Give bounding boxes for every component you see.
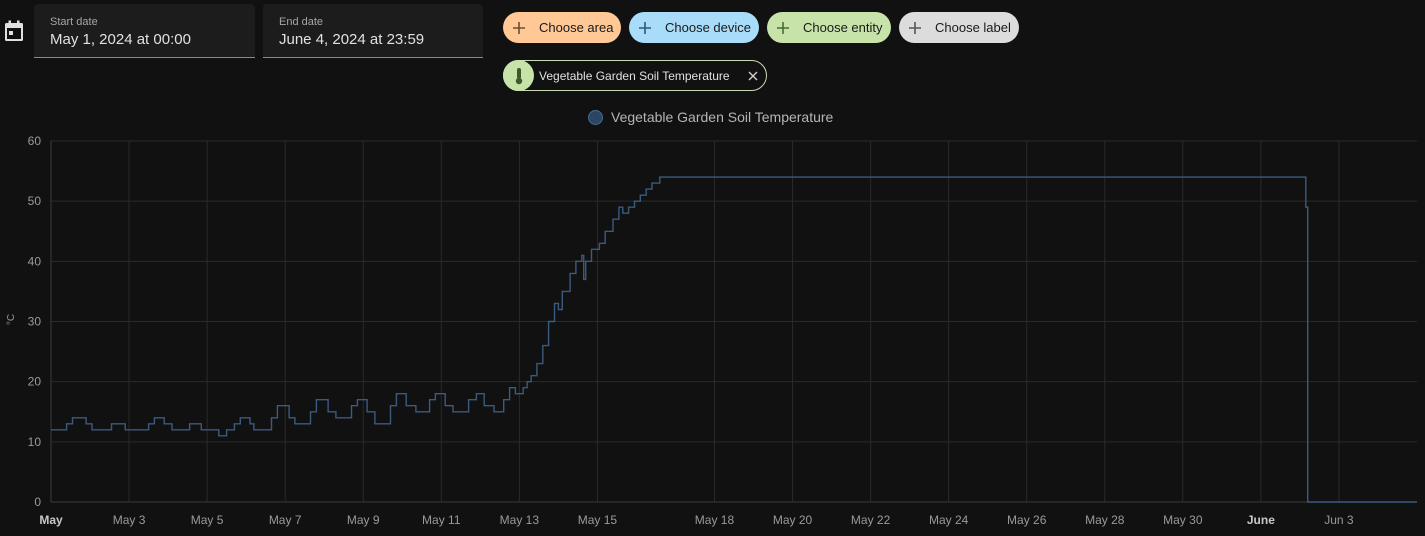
series-line — [51, 176, 1417, 503]
x-tick-label: May 5 — [191, 513, 224, 527]
y-tick-label: 60 — [28, 134, 42, 148]
choose-device-label: Choose device — [665, 20, 751, 35]
choose-area-label: Choose area — [539, 20, 614, 35]
plus-icon — [909, 21, 921, 34]
y-tick-label: 20 — [28, 375, 42, 389]
remove-entity-icon[interactable] — [748, 71, 758, 81]
x-tick-label: May 18 — [695, 513, 735, 527]
y-tick-label: 0 — [34, 495, 41, 509]
x-tick-label: May 28 — [1085, 513, 1125, 527]
end-date-field[interactable]: End date June 4, 2024 at 23:59 — [263, 4, 483, 58]
x-tick-label: May 7 — [269, 513, 302, 527]
x-tick-label: May 24 — [929, 513, 969, 527]
choose-label-button[interactable]: Choose label — [899, 12, 1019, 43]
choose-label-label: Choose label — [935, 20, 1011, 35]
end-date-label: End date — [279, 16, 324, 28]
thermometer-icon — [515, 67, 522, 84]
x-tick-label: May 11 — [422, 513, 461, 527]
y-tick-label: 40 — [28, 254, 42, 268]
x-tick-label: May 15 — [578, 513, 618, 527]
start-date-label: Start date — [50, 16, 98, 28]
x-tick-label: May 30 — [1163, 513, 1203, 527]
plus-icon — [639, 21, 651, 34]
y-tick-label: 30 — [28, 315, 42, 329]
plus-icon — [513, 21, 525, 34]
y-tick-label: 10 — [28, 435, 42, 449]
chart-legend[interactable]: Vegetable Garden Soil Temperature — [588, 108, 833, 126]
x-tick-label: Jun 3 — [1324, 513, 1354, 527]
x-tick-label: May 26 — [1007, 513, 1047, 527]
x-tick-label: May 20 — [773, 513, 813, 527]
x-tick-label: May 3 — [113, 513, 146, 527]
legend-swatch — [588, 109, 603, 125]
y-axis-title: °C — [6, 313, 18, 326]
x-tick-label: May 9 — [347, 513, 380, 527]
selected-entity-name: Vegetable Garden Soil Temperature — [539, 68, 730, 83]
entity-avatar — [503, 60, 534, 91]
choose-device-button[interactable]: Choose device — [629, 12, 759, 43]
selected-entity-chip[interactable]: Vegetable Garden Soil Temperature — [503, 60, 767, 91]
history-chart[interactable]: 0 10 20 30 40 50 60 May May 3 May 5 May 7 May 9 May … — [0, 128, 1425, 536]
x-tick-label: May — [39, 513, 63, 527]
start-date-field[interactable]: Start date May 1, 2024 at 00:00 — [34, 4, 255, 58]
x-tick-label: June — [1247, 513, 1275, 527]
choose-entity-label: Choose entity — [803, 20, 883, 35]
x-tick-label: May 22 — [851, 513, 891, 527]
start-date-value[interactable]: May 1, 2024 at 00:00 — [50, 31, 191, 48]
legend-label: Vegetable Garden Soil Temperature — [611, 109, 834, 125]
end-date-value[interactable]: June 4, 2024 at 23:59 — [279, 31, 425, 48]
choose-area-button[interactable]: Choose area — [503, 12, 621, 43]
plus-icon — [777, 21, 789, 34]
x-tick-label: May 13 — [500, 513, 540, 527]
choose-entity-button[interactable]: Choose entity — [767, 12, 891, 43]
y-tick-label: 50 — [28, 194, 42, 208]
calendar-icon[interactable] — [4, 20, 24, 42]
